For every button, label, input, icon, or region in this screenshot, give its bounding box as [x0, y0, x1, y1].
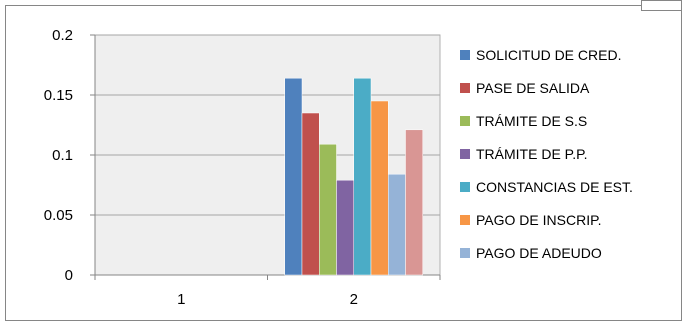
legend-swatch	[460, 50, 470, 60]
legend-entry: PAGO DE ADEUDO	[476, 245, 602, 261]
bar	[405, 129, 423, 276]
legend-swatch	[460, 248, 470, 258]
legend-swatch	[460, 83, 470, 93]
y-tick-label: 0.05	[44, 207, 73, 224]
bar	[301, 112, 320, 276]
bars	[284, 77, 423, 276]
legend-swatch	[460, 149, 470, 159]
y-tick-label: 0.15	[44, 87, 73, 104]
y-axis: 0 0.05 0.1 0.15 0.2	[44, 27, 96, 284]
legend-swatch	[460, 116, 470, 126]
legend-entry: TRÁMITE DE P.P.	[476, 146, 588, 162]
x-tick-label: 1	[177, 291, 185, 308]
bar	[284, 77, 303, 276]
bar	[353, 77, 372, 276]
x-tick-label: 2	[350, 291, 358, 308]
corner-box	[641, 0, 682, 11]
legend-swatch	[460, 215, 470, 225]
bar	[388, 173, 406, 276]
legend-entry: PASE DE SALIDA	[476, 80, 590, 96]
gridlines	[95, 34, 440, 216]
bar	[336, 179, 354, 276]
legend: SOLICITUD DE CRED. PASE DE SALIDA TRÁMITE …	[460, 47, 633, 261]
y-tick-label: 0.2	[52, 27, 73, 44]
bar	[370, 100, 389, 276]
legend-swatch	[460, 182, 470, 192]
legend-entry: PAGO DE INSCRIP.	[476, 212, 602, 228]
y-tick-label: 0	[65, 267, 73, 284]
y-tick-label: 0.1	[52, 147, 73, 164]
bar	[319, 143, 337, 276]
legend-entry: TRÁMITE DE S.S	[476, 113, 587, 129]
legend-entry: CONSTANCIAS DE EST.	[476, 179, 633, 195]
legend-entry: SOLICITUD DE CRED.	[476, 47, 621, 63]
